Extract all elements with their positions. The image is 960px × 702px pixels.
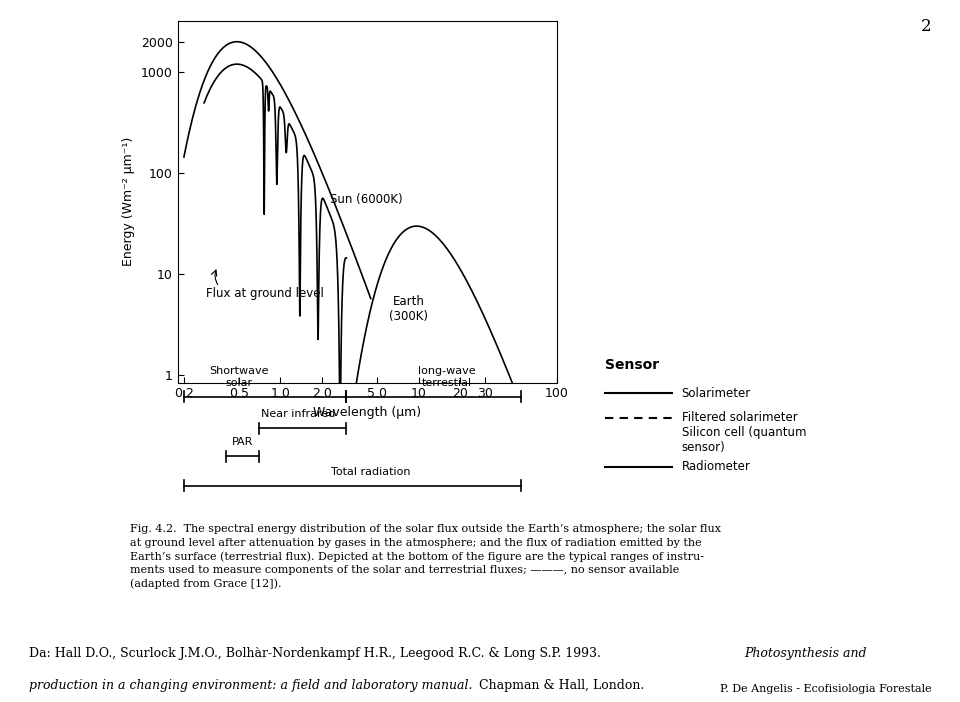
Text: Fig. 4.2.  The spectral energy distribution of the solar flux outside the Earth’: Fig. 4.2. The spectral energy distributi… bbox=[130, 524, 721, 589]
Text: Chapman & Hall, London.: Chapman & Hall, London. bbox=[475, 679, 644, 692]
Text: Sun (6000K): Sun (6000K) bbox=[330, 193, 403, 206]
Text: PAR: PAR bbox=[231, 437, 253, 447]
Text: Flux at ground level: Flux at ground level bbox=[206, 286, 324, 300]
Text: P. De Angelis - Ecofisiologia Forestale: P. De Angelis - Ecofisiologia Forestale bbox=[720, 684, 931, 694]
Text: Da: Hall D.O., Scurlock J.M.O., Bolhàr-Nordenkampf H.R., Leegood R.C. & Long S.P: Da: Hall D.O., Scurlock J.M.O., Bolhàr-N… bbox=[29, 647, 605, 661]
Text: Silicon cell (quantum
sensor): Silicon cell (quantum sensor) bbox=[682, 426, 806, 454]
Text: Filtered solarimeter: Filtered solarimeter bbox=[682, 411, 798, 424]
Text: Total radiation: Total radiation bbox=[331, 467, 411, 477]
Text: production in a changing environment: a field and laboratory manual.: production in a changing environment: a … bbox=[29, 679, 472, 692]
Text: Sensor: Sensor bbox=[605, 358, 659, 372]
Text: Shortwave
solar: Shortwave solar bbox=[209, 366, 269, 388]
Y-axis label: Energy (Wm⁻² μm⁻¹): Energy (Wm⁻² μm⁻¹) bbox=[122, 137, 135, 267]
X-axis label: Wavelength (μm): Wavelength (μm) bbox=[313, 406, 421, 419]
Text: Near infrared: Near infrared bbox=[261, 409, 336, 419]
Text: long-wave
terrestial: long-wave terrestial bbox=[418, 366, 475, 388]
Text: Solarimeter: Solarimeter bbox=[682, 387, 751, 399]
Text: 2: 2 bbox=[921, 18, 931, 34]
Text: Earth
(300K): Earth (300K) bbox=[390, 296, 428, 324]
Text: Photosynthesis and: Photosynthesis and bbox=[744, 647, 867, 661]
Text: Radiometer: Radiometer bbox=[682, 461, 751, 473]
